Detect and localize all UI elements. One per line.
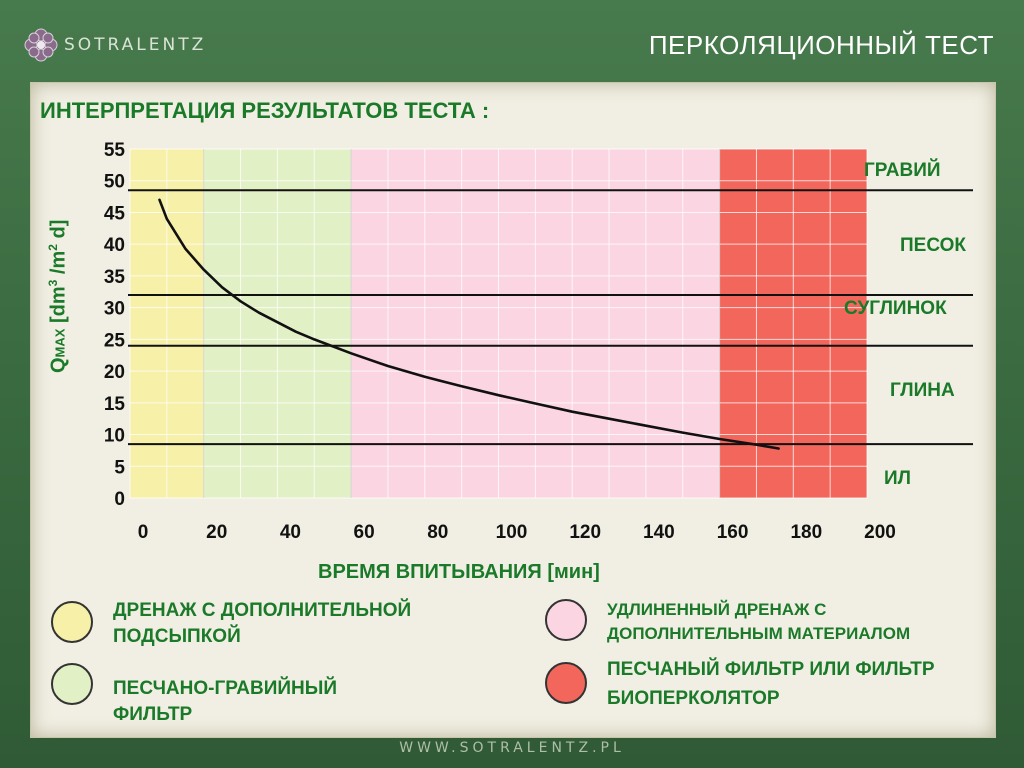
- legend-swatch-red: [545, 662, 587, 704]
- y-tick-label: 20: [104, 362, 125, 383]
- legend-label-drainage: ДРЕНАЖ С ДОПОЛНИТЕЛЬНОЙ ПОДСЫПКОЙ: [113, 600, 412, 647]
- y-tick-label: 10: [104, 426, 125, 447]
- y-tick-label: 15: [104, 394, 126, 415]
- x-tick-label: 80: [427, 522, 448, 543]
- legend-label-sand-filter: ПЕСЧАНЫЙ ФИЛЬТР ИЛИ ФИЛЬТР БИОПЕРКОЛЯТОР: [607, 659, 935, 709]
- y-tick-label: 0: [114, 489, 125, 510]
- legend-swatch-yellow: [51, 601, 93, 643]
- chart-subtitle: ИНТЕРПРЕТАЦИЯ РЕЗУЛЬТАТОВ ТЕСТА :: [40, 98, 490, 123]
- x-axis-title: ВРЕМЯ ВПИТЫВАНИЯ [мин]: [318, 561, 600, 583]
- x-tick-label: 180: [790, 522, 822, 543]
- x-tick-label: 20: [206, 522, 227, 543]
- brand-logo: SOTRALENTZ: [24, 28, 206, 62]
- y-tick-label: 45: [104, 203, 126, 224]
- legend-label-extended-drainage: УДЛИНЕННЫЙ ДРЕНАЖ С ДОПОЛНИТЕЛЬНЫМ МАТЕР…: [607, 600, 911, 643]
- soil-label-clay: ГЛИНА: [890, 380, 955, 401]
- page-title: ПЕРКОЛЯЦИОННЫЙ ТЕСТ: [648, 30, 994, 60]
- x-tick-label: 60: [354, 522, 375, 543]
- legend-label-sand-gravel: ПЕСЧАНО-ГРАВИЙНЫЙ ФИЛЬТР: [113, 678, 337, 725]
- percolation-curve: [158, 198, 780, 450]
- x-tick-label: 120: [569, 522, 601, 543]
- footer-url: WWW.SOTRALENTZ.PL: [399, 740, 625, 756]
- x-tick-label: 0: [138, 522, 149, 543]
- x-tick-label: 40: [280, 522, 301, 543]
- y-axis-title: QMAX [dm3 /m2 d]: [46, 219, 70, 373]
- soil-label-sand: ПЕСОК: [900, 235, 966, 256]
- y-tick-label: 50: [104, 172, 125, 193]
- legend-swatch-green: [51, 663, 93, 705]
- y-tick-label: 40: [104, 235, 125, 256]
- soil-label-gravel: ГРАВИЙ: [864, 160, 941, 181]
- y-tick-label: 25: [104, 330, 126, 351]
- x-tick-label: 140: [643, 522, 675, 543]
- y-tick-label: 55: [104, 140, 126, 161]
- x-tick-label: 100: [496, 522, 528, 543]
- soil-label-loam: СУГЛИНОК: [844, 298, 947, 319]
- flower-logo-icon: [24, 28, 58, 62]
- y-tick-label: 5: [114, 457, 125, 478]
- y-tick-label: 30: [104, 299, 125, 320]
- legend-swatch-pink: [545, 599, 587, 641]
- x-tick-label: 160: [717, 522, 749, 543]
- y-tick-label: 35: [104, 267, 126, 288]
- logo-text: SOTRALENTZ: [64, 35, 207, 55]
- soil-label-silt: ИЛ: [884, 468, 911, 489]
- x-tick-label: 200: [864, 522, 896, 543]
